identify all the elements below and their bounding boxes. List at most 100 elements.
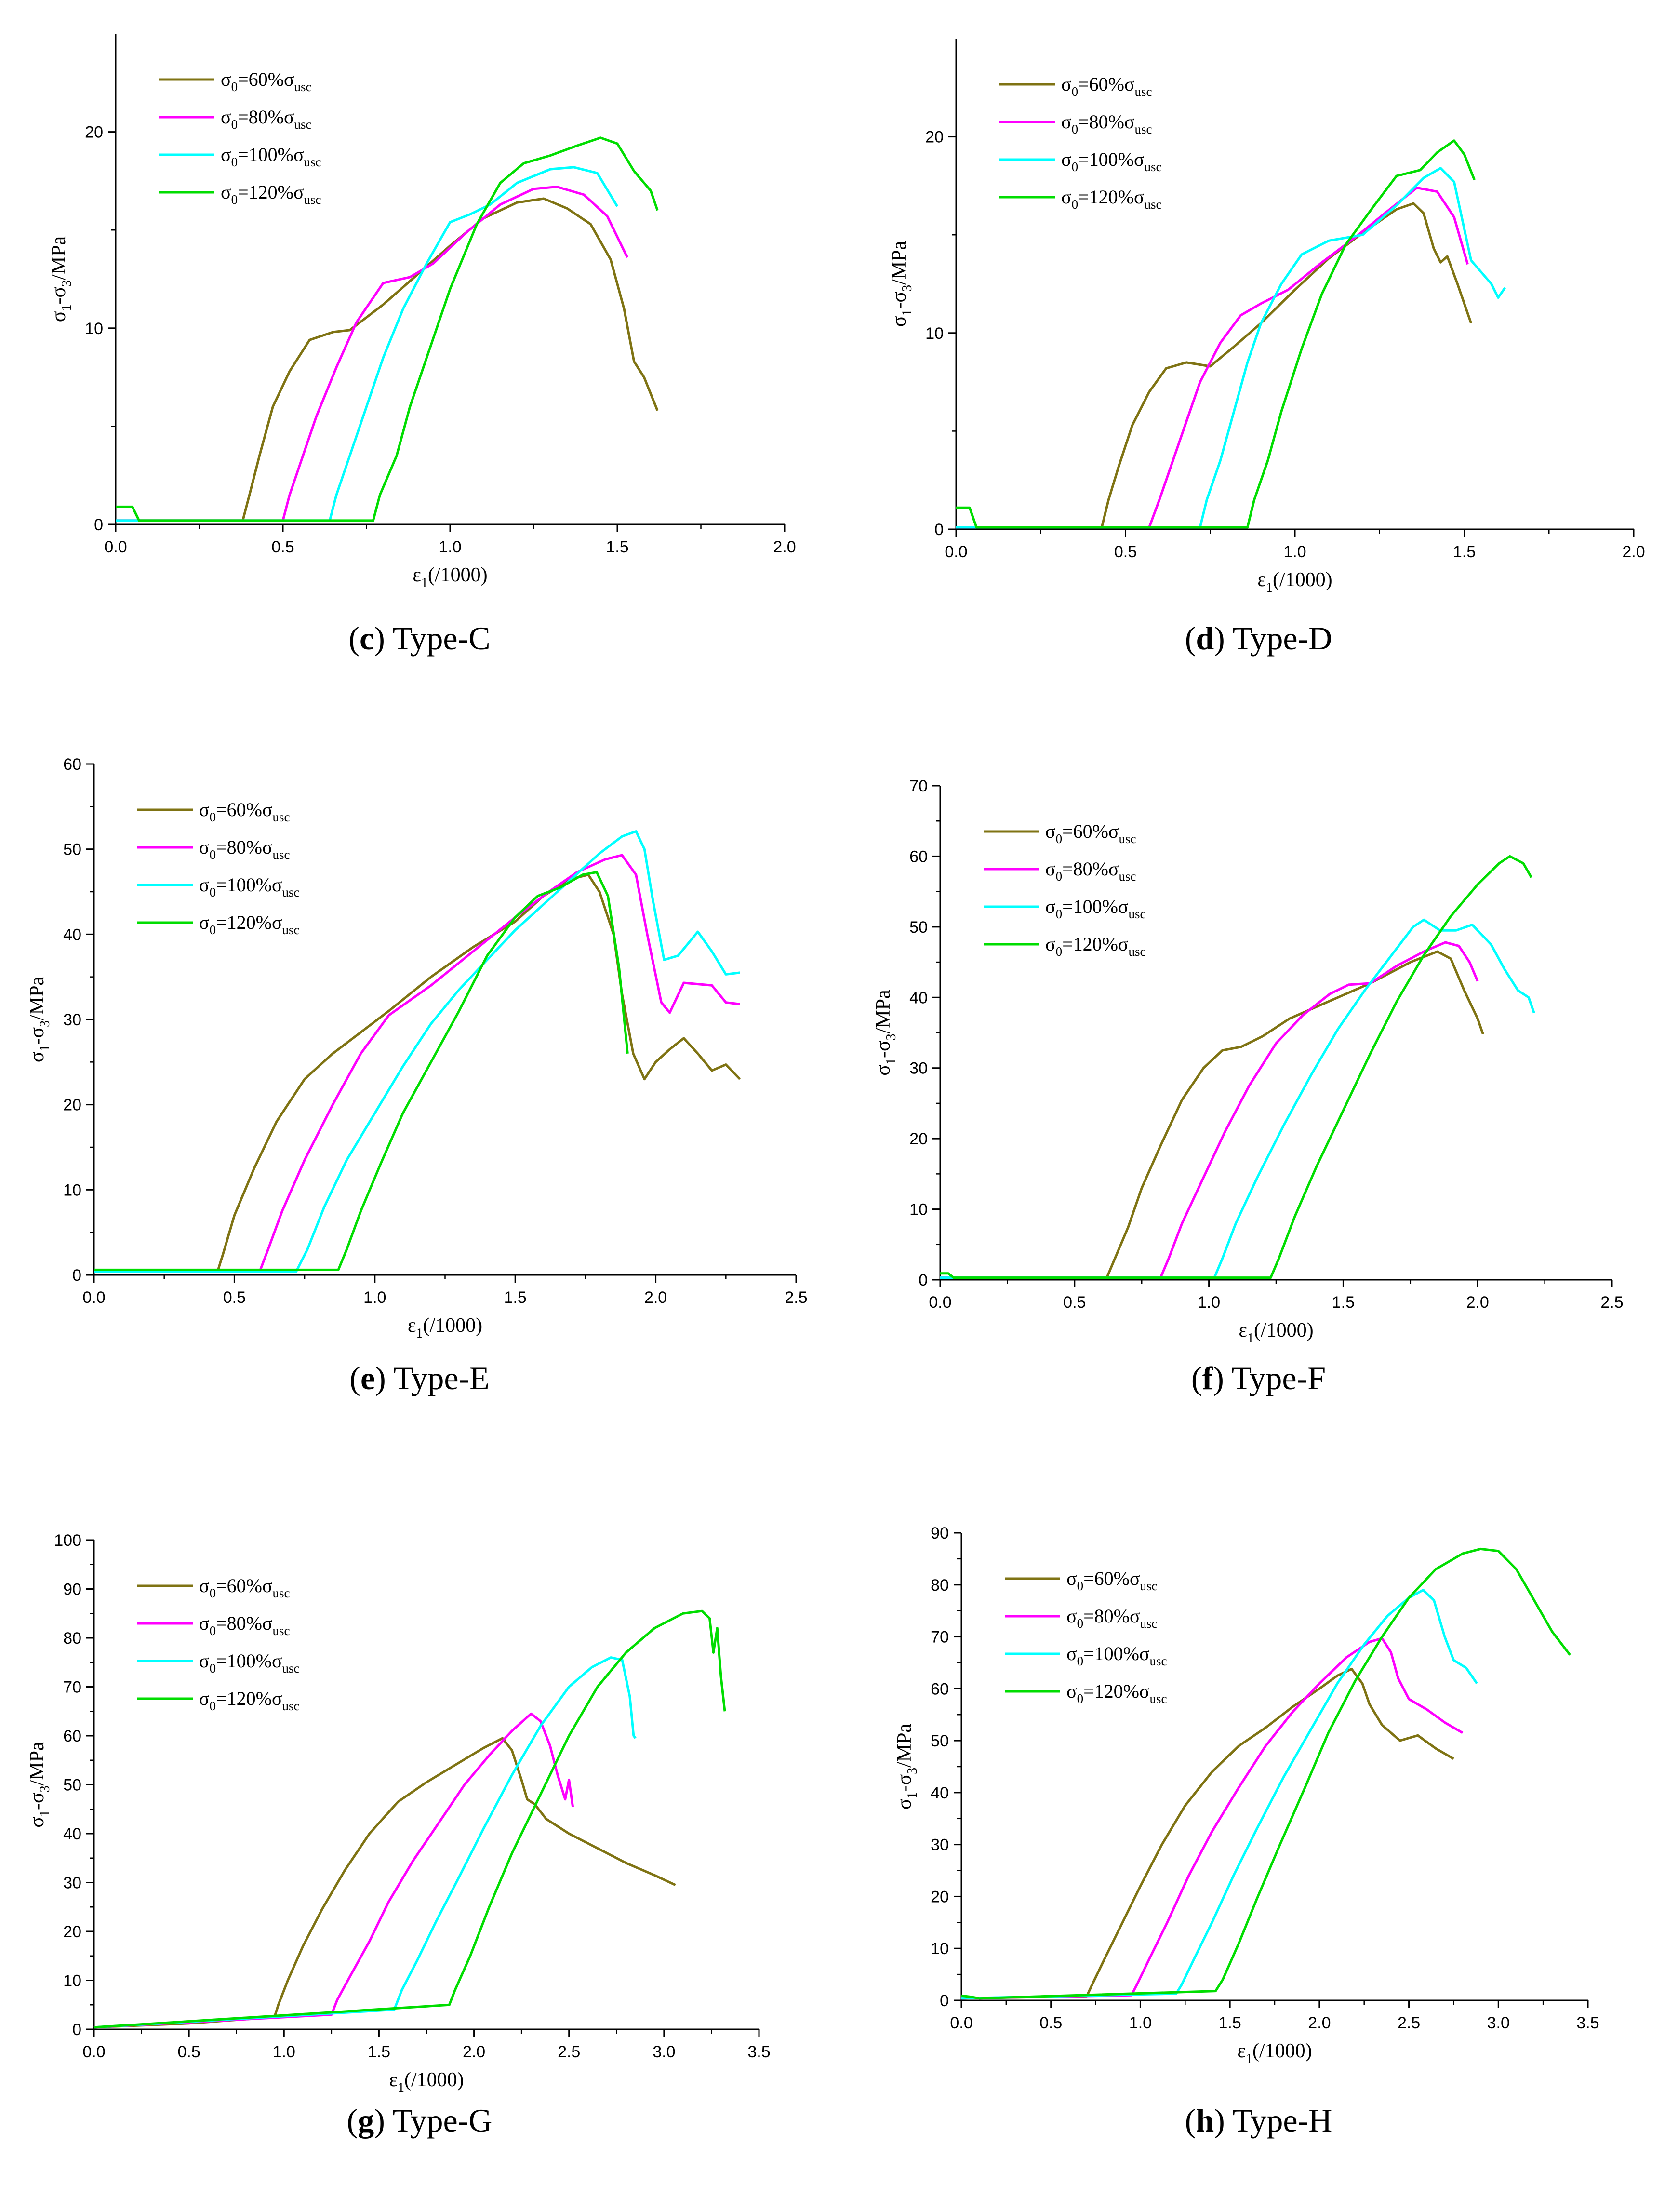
- y-tick-label: 50: [909, 918, 928, 937]
- y-tick-label: 60: [909, 847, 928, 866]
- series-line-s80: [956, 187, 1469, 529]
- x-tick-label: 2.5: [1398, 2014, 1420, 2032]
- caption-letter: c: [360, 620, 374, 657]
- x-tick-label: 1.0: [1198, 1293, 1220, 1312]
- y-tick-label: 60: [63, 1727, 81, 1745]
- y-tick-label: 10: [63, 1181, 81, 1199]
- series-line-s100: [93, 1656, 637, 2029]
- legend-label-s80: σ0=80%σusc: [1066, 1605, 1158, 1631]
- y-tick-label: 10: [909, 1201, 928, 1219]
- y-tick-label: 90: [63, 1581, 81, 1599]
- series-line-s100: [116, 166, 619, 522]
- series-line-s60: [94, 873, 741, 1273]
- series-line-s120: [956, 139, 1476, 529]
- x-axis-label: ε1(/1000): [413, 564, 487, 590]
- caption-letter: e: [360, 1360, 375, 1396]
- series-line-s100: [940, 918, 1535, 1279]
- y-axis-label: σ1-σ3/MPa: [26, 1742, 53, 1828]
- x-tick-label: 0.0: [929, 1293, 951, 1312]
- x-tick-label: 3.5: [1576, 2014, 1599, 2032]
- x-tick-label: 2.0: [1466, 1293, 1489, 1312]
- x-tick-label: 1.5: [1219, 2014, 1241, 2032]
- y-tick-label: 20: [909, 1130, 928, 1148]
- x-tick-label: 0.5: [1114, 543, 1137, 561]
- y-axis-label: σ1-σ3/MPa: [888, 241, 915, 327]
- y-tick-label: 50: [931, 1732, 949, 1750]
- series-line-s80: [93, 1712, 574, 2029]
- x-tick-label: 3.0: [653, 2043, 675, 2061]
- legend-label-s100: σ0=100%σusc: [1045, 896, 1146, 921]
- y-tick-label: 10: [925, 324, 944, 343]
- legend-label-s120: σ0=120%σusc: [221, 181, 321, 207]
- series-line-s60: [940, 950, 1484, 1279]
- y-axis-label: σ1-σ3/MPa: [26, 976, 53, 1062]
- panel-caption-e: (e) Type-E: [349, 1360, 490, 1396]
- x-tick-label: 2.5: [558, 2043, 580, 2061]
- caption-letter: g: [358, 2102, 374, 2139]
- x-tick-label: 3.5: [747, 2043, 770, 2061]
- legend-label-s120: σ0=120%σusc: [199, 1688, 300, 1713]
- y-tick-label: 30: [931, 1836, 949, 1854]
- y-tick-label: 0: [940, 1992, 949, 2010]
- legend-label-s80: σ0=80%σusc: [199, 1612, 290, 1638]
- legend-label-s120: σ0=120%σusc: [1045, 933, 1146, 959]
- x-axis-label: ε1(/1000): [1257, 569, 1332, 595]
- y-tick-label: 20: [925, 128, 944, 147]
- x-axis-label: ε1(/1000): [1239, 1319, 1313, 1346]
- legend-label-s100: σ0=100%σusc: [199, 1650, 300, 1676]
- chart-panel-c: 0.0 0.5 1.0 1.5 2.0 0 10 20 ε1(/1000) σ1-σ3/MPa σ0…: [48, 34, 796, 590]
- y-tick-label: 100: [54, 1531, 81, 1550]
- series-line-s60: [93, 1737, 676, 2029]
- y-tick-label: 0: [919, 1271, 928, 1289]
- series-line-s60: [961, 1667, 1454, 2000]
- x-axis-label: ε1(/1000): [408, 1314, 482, 1341]
- x-tick-label: 0.5: [223, 1288, 246, 1307]
- y-tick-label: 30: [909, 1059, 928, 1078]
- caption-letter: d: [1196, 620, 1214, 657]
- series-line-s100: [961, 1589, 1478, 2000]
- panel-caption-c: (c) Type-C: [348, 620, 491, 657]
- legend-label-s60: σ0=60%σusc: [1066, 1568, 1158, 1593]
- y-tick-label: 50: [63, 1776, 81, 1795]
- y-tick-label: 70: [63, 1678, 81, 1697]
- x-tick-label: 2.0: [644, 1288, 667, 1307]
- chart-panel-e: 0.0 0.5 1.0 1.5 2.0 2.5 0 10 20 30 40 50 60 ε1(/1000)…: [26, 755, 808, 1341]
- series-line-s60: [116, 197, 659, 522]
- y-tick-label: 20: [63, 1923, 81, 1941]
- x-tick-label: 1.5: [1453, 543, 1476, 561]
- legend-label-s60: σ0=60%σusc: [199, 799, 290, 824]
- chart-panel-d: 0.0 0.5 1.0 1.5 2.0 0 10 20 ε1(/1000) σ1-σ3/MPa σ0…: [888, 39, 1645, 595]
- series-line-s100: [94, 830, 740, 1273]
- series-line-s120: [116, 136, 659, 522]
- x-tick-label: 1.5: [504, 1288, 527, 1307]
- x-tick-label: 1.5: [606, 538, 628, 556]
- y-tick-label: 10: [63, 1972, 81, 1990]
- panel-caption-h: (h) Type-H: [1185, 2102, 1332, 2139]
- caption-letter: f: [1202, 1360, 1213, 1396]
- x-axis-label: ε1(/1000): [1237, 2040, 1312, 2066]
- x-tick-label: 1.0: [363, 1288, 386, 1307]
- legend-label-s80: σ0=80%σusc: [199, 836, 290, 862]
- y-tick-label: 0: [72, 2021, 81, 2039]
- y-axis-label: σ1-σ3/MPa: [48, 236, 74, 322]
- chart-panel-h: 0.0 0.5 1.0 1.5 2.0 2.5 3.0 3.5 0 10 20 30 40 50 60 70 8…: [893, 1524, 1599, 2066]
- legend-label-s100: σ0=100%σusc: [1061, 148, 1162, 174]
- y-tick-label: 40: [909, 989, 928, 1007]
- x-tick-label: 0.5: [178, 2043, 200, 2061]
- panel-caption-g: (g) Type-G: [346, 2102, 493, 2139]
- y-tick-label: 10: [931, 1940, 949, 1958]
- x-tick-label: 0.0: [945, 543, 967, 561]
- x-tick-label: 2.5: [1600, 1293, 1623, 1312]
- series-line-s80: [940, 941, 1479, 1279]
- chart-panel-f: 0.0 0.5 1.0 1.5 2.0 2.5 0 10 20 30 40 50 60 70 ε1(/100…: [872, 777, 1624, 1346]
- series-line-s120: [940, 855, 1532, 1279]
- series-line-s80: [94, 854, 740, 1273]
- x-tick-label: 0.5: [271, 538, 294, 556]
- series-line-s60: [956, 202, 1472, 529]
- chart-panel-g: 0.0 0.5 1.0 1.5 2.0 2.5 3.0 3.5 0 10 20 30 40 50 60 70 8…: [26, 1531, 771, 2095]
- x-tick-label: 1.0: [1283, 543, 1306, 561]
- y-tick-label: 30: [63, 1011, 81, 1029]
- y-tick-label: 70: [909, 777, 928, 795]
- x-tick-label: 2.0: [1308, 2014, 1331, 2032]
